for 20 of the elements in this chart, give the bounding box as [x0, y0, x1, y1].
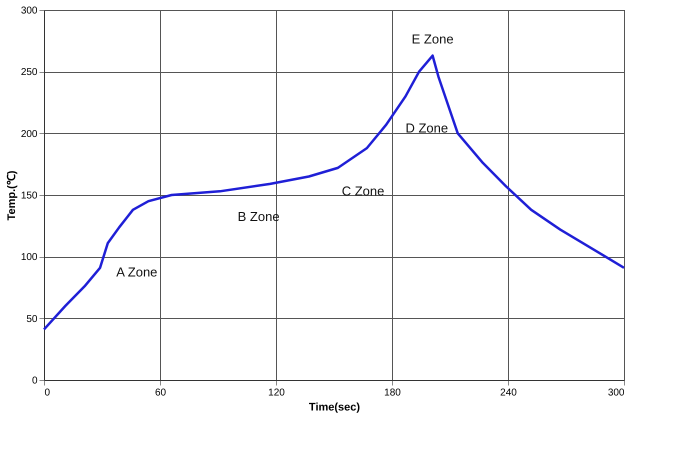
y-tick-label: 150 — [20, 190, 38, 202]
y-tick-label: 100 — [20, 252, 38, 264]
y-tick-label: 250 — [20, 67, 38, 78]
x-tick-label: 180 — [384, 388, 402, 398]
annotation: D Zone — [405, 120, 448, 136]
y-axis-title: Temp.(℃) — [6, 170, 18, 220]
y-tick-label: 0 — [32, 376, 38, 386]
x-tick-label: 120 — [268, 388, 286, 398]
x-axis-title: Time(sec) — [308, 402, 360, 414]
y-tick-label: 300 — [20, 6, 38, 16]
x-tick-label: 300 — [608, 388, 625, 398]
y-tick-label: 200 — [20, 128, 38, 140]
y-tick-label: 50 — [26, 314, 38, 325]
line-series — [42, 54, 626, 331]
x-tick-label: 240 — [500, 388, 518, 398]
x-tick-label: 0 — [44, 388, 50, 398]
annotation: E Zone — [412, 32, 454, 47]
x-tick-label: 60 — [154, 388, 166, 398]
annotation: C Zone — [342, 183, 384, 198]
annotation: A Zone — [116, 264, 158, 280]
